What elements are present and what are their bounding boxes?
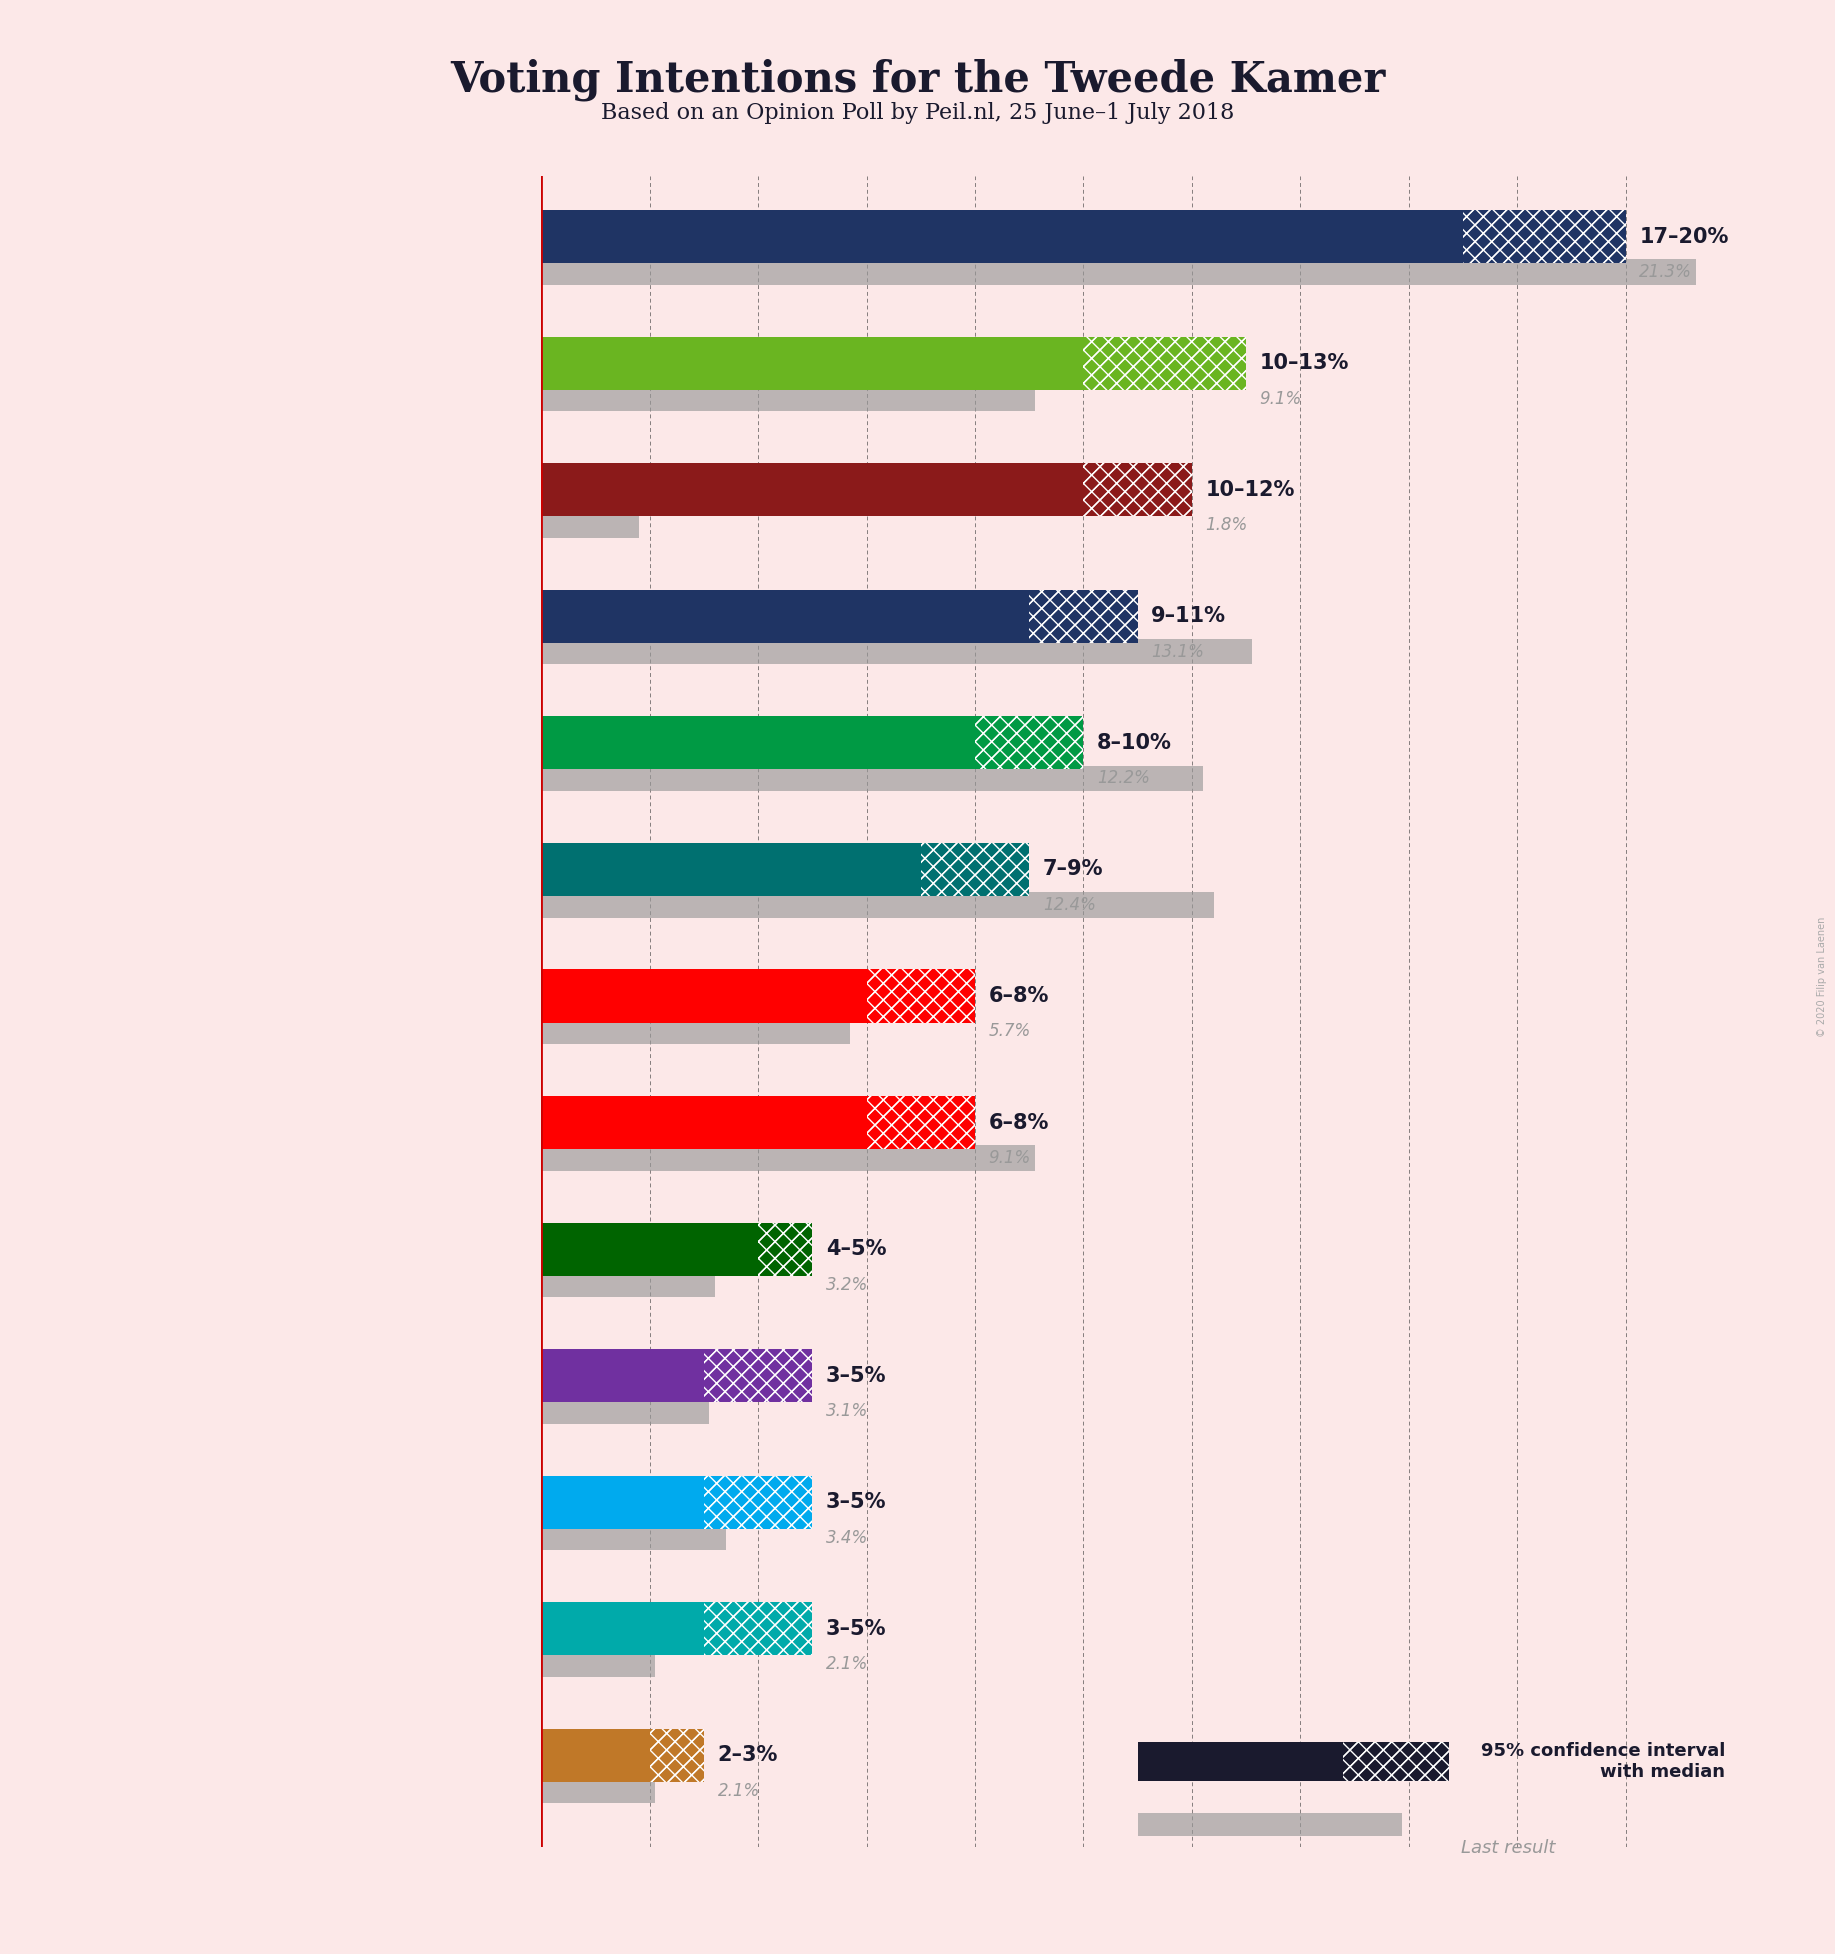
Bar [1083, 463, 1193, 516]
Text: 21.3%: 21.3% [1639, 264, 1692, 281]
Bar [541, 1651, 655, 1677]
Text: 12.2%: 12.2% [1097, 770, 1151, 787]
Bar [541, 1602, 705, 1655]
Text: 10–12%: 10–12% [1206, 481, 1296, 500]
Bar [866, 969, 974, 1022]
Text: 3–5%: 3–5% [826, 1618, 886, 1639]
Bar [1462, 209, 1626, 264]
Text: 12.4%: 12.4% [1042, 895, 1095, 914]
Bar [541, 1778, 655, 1804]
Bar [866, 1096, 974, 1149]
Bar [541, 842, 921, 897]
Text: 13.1%: 13.1% [1151, 643, 1204, 660]
Text: 3–5%: 3–5% [826, 1366, 886, 1385]
Bar [1029, 590, 1138, 643]
Bar [541, 717, 974, 770]
Text: Voting Intentions for the Tweede Kamer: Voting Intentions for the Tweede Kamer [450, 59, 1385, 102]
Text: 2–3%: 2–3% [717, 1745, 778, 1764]
Text: 7–9%: 7–9% [1042, 860, 1103, 879]
Bar [541, 336, 1083, 389]
Bar [1343, 1743, 1450, 1782]
Bar [541, 1223, 758, 1276]
Bar [541, 1524, 725, 1550]
Bar [541, 260, 1696, 285]
Text: 6–8%: 6–8% [989, 1112, 1050, 1133]
Bar [866, 1096, 974, 1149]
Bar [1083, 336, 1246, 389]
Bar [705, 1348, 813, 1403]
Bar [541, 1399, 710, 1424]
Text: 95% confidence interval
with median: 95% confidence interval with median [1481, 1743, 1725, 1782]
Text: 9–11%: 9–11% [1151, 606, 1226, 627]
Text: 1.8%: 1.8% [1206, 516, 1248, 533]
Bar [705, 1475, 813, 1528]
Bar [1029, 590, 1138, 643]
Bar [974, 717, 1083, 770]
Text: 8–10%: 8–10% [1097, 733, 1173, 752]
Bar [541, 1348, 705, 1403]
Bar [1462, 209, 1626, 264]
Text: 6–8%: 6–8% [989, 987, 1050, 1006]
Bar [705, 1348, 813, 1403]
Text: 3.2%: 3.2% [826, 1276, 868, 1294]
Bar [705, 1475, 813, 1528]
Bar [541, 1729, 650, 1782]
Text: 17–20%: 17–20% [1639, 227, 1729, 246]
Bar [541, 1272, 716, 1297]
Bar [1138, 1813, 1402, 1837]
Bar [866, 969, 974, 1022]
Bar [758, 1223, 813, 1276]
Bar [541, 209, 1462, 264]
Bar [541, 969, 866, 1022]
Text: 2.1%: 2.1% [717, 1782, 760, 1800]
Bar [541, 1475, 705, 1528]
Bar [705, 1602, 813, 1655]
Bar [921, 842, 1029, 897]
Bar [541, 766, 1202, 791]
Bar [1343, 1743, 1450, 1782]
Bar [758, 1223, 813, 1276]
Text: © 2020 Filip van Laenen: © 2020 Filip van Laenen [1817, 916, 1828, 1038]
Bar [541, 1096, 866, 1149]
Text: 3–5%: 3–5% [826, 1493, 886, 1512]
Bar [541, 639, 1251, 664]
Bar [541, 1145, 1035, 1170]
Text: 3.4%: 3.4% [826, 1528, 868, 1548]
Text: 9.1%: 9.1% [989, 1149, 1031, 1167]
Text: 10–13%: 10–13% [1259, 354, 1349, 373]
Bar [541, 893, 1213, 918]
Text: 3.1%: 3.1% [826, 1403, 868, 1421]
Bar [541, 512, 639, 537]
Bar [541, 387, 1035, 410]
Bar [541, 590, 1029, 643]
Text: 9.1%: 9.1% [1259, 389, 1303, 408]
Bar [974, 717, 1083, 770]
Text: Based on an Opinion Poll by Peil.nl, 25 June–1 July 2018: Based on an Opinion Poll by Peil.nl, 25 … [600, 102, 1235, 123]
Bar [1138, 1743, 1343, 1782]
Bar [650, 1729, 705, 1782]
Bar [1083, 336, 1246, 389]
Text: 5.7%: 5.7% [989, 1022, 1031, 1040]
Bar [921, 842, 1029, 897]
Bar [541, 1018, 850, 1043]
Text: 4–5%: 4–5% [826, 1239, 886, 1258]
Bar [705, 1602, 813, 1655]
Bar [1083, 463, 1193, 516]
Bar [541, 463, 1083, 516]
Text: 2.1%: 2.1% [826, 1655, 868, 1673]
Bar [650, 1729, 705, 1782]
Text: Last result: Last result [1461, 1839, 1554, 1856]
